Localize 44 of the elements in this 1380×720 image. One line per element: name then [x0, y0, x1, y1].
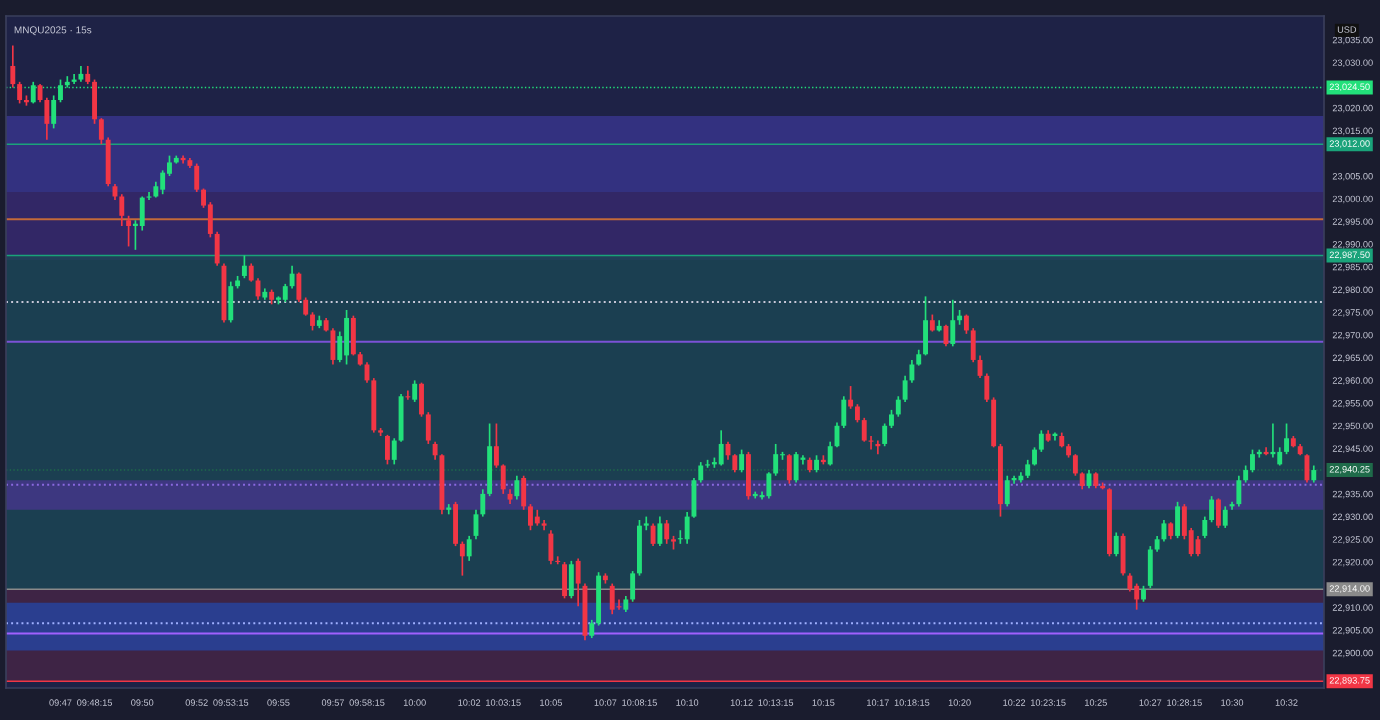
candlestick: [1236, 474, 1242, 508]
candlestick: [786, 453, 792, 485]
candlestick: [793, 451, 799, 484]
candlestick: [412, 379, 418, 403]
candlestick: [718, 429, 724, 467]
candlestick: [739, 448, 745, 474]
candlestick: [1270, 422, 1276, 459]
candlestick: [882, 422, 888, 448]
candlestick: [139, 195, 145, 232]
candlestick: [664, 519, 670, 545]
candlestick: [228, 280, 234, 324]
candlestick: [848, 385, 854, 410]
candlestick: [562, 561, 567, 600]
candlestick: [568, 560, 574, 600]
candlestick: [446, 503, 452, 516]
candlestick: [514, 474, 520, 501]
candlestick: [384, 434, 390, 466]
candlestick: [466, 535, 472, 562]
candlestick: [875, 439, 881, 455]
candlestick: [1175, 501, 1181, 539]
candlestick: [657, 515, 663, 547]
candlestick: [160, 169, 166, 196]
candlestick: [453, 501, 458, 547]
candlestick: [609, 582, 615, 616]
candlestick: [241, 254, 247, 280]
candlestick: [180, 154, 186, 165]
candlestick: [1127, 572, 1133, 593]
candlestick: [1215, 497, 1221, 529]
candlestick: [528, 503, 533, 532]
candlestick: [459, 540, 465, 577]
candlestick: [650, 522, 656, 547]
candlestick: [1113, 531, 1119, 558]
candlestick: [1222, 505, 1228, 529]
candlestick: [548, 529, 554, 566]
candlestick: [1120, 532, 1126, 577]
candlestick: [1052, 431, 1058, 442]
candlestick: [745, 451, 751, 501]
candlestick: [344, 309, 350, 366]
candlestick: [1263, 446, 1269, 457]
candlestick: [575, 557, 581, 608]
candlestick: [1004, 474, 1010, 508]
candlestick: [521, 474, 527, 511]
candlestick: [637, 519, 642, 577]
candlestick: [950, 298, 956, 348]
